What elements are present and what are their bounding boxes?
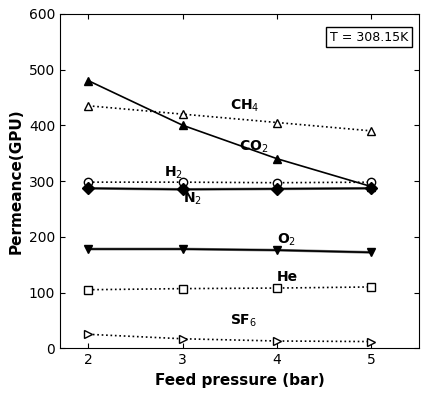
X-axis label: Feed pressure (bar): Feed pressure (bar)	[154, 373, 323, 388]
Text: N$_2$: N$_2$	[182, 191, 201, 207]
Text: He: He	[276, 270, 298, 284]
Text: CH$_4$: CH$_4$	[230, 97, 259, 114]
Text: SF$_6$: SF$_6$	[230, 312, 256, 329]
Y-axis label: Permeance(GPU): Permeance(GPU)	[9, 108, 23, 254]
Text: O$_2$: O$_2$	[276, 231, 296, 248]
Text: H$_2$: H$_2$	[164, 164, 182, 181]
Text: CO$_2$: CO$_2$	[239, 138, 268, 155]
Text: T = 308.15K: T = 308.15K	[329, 30, 407, 44]
